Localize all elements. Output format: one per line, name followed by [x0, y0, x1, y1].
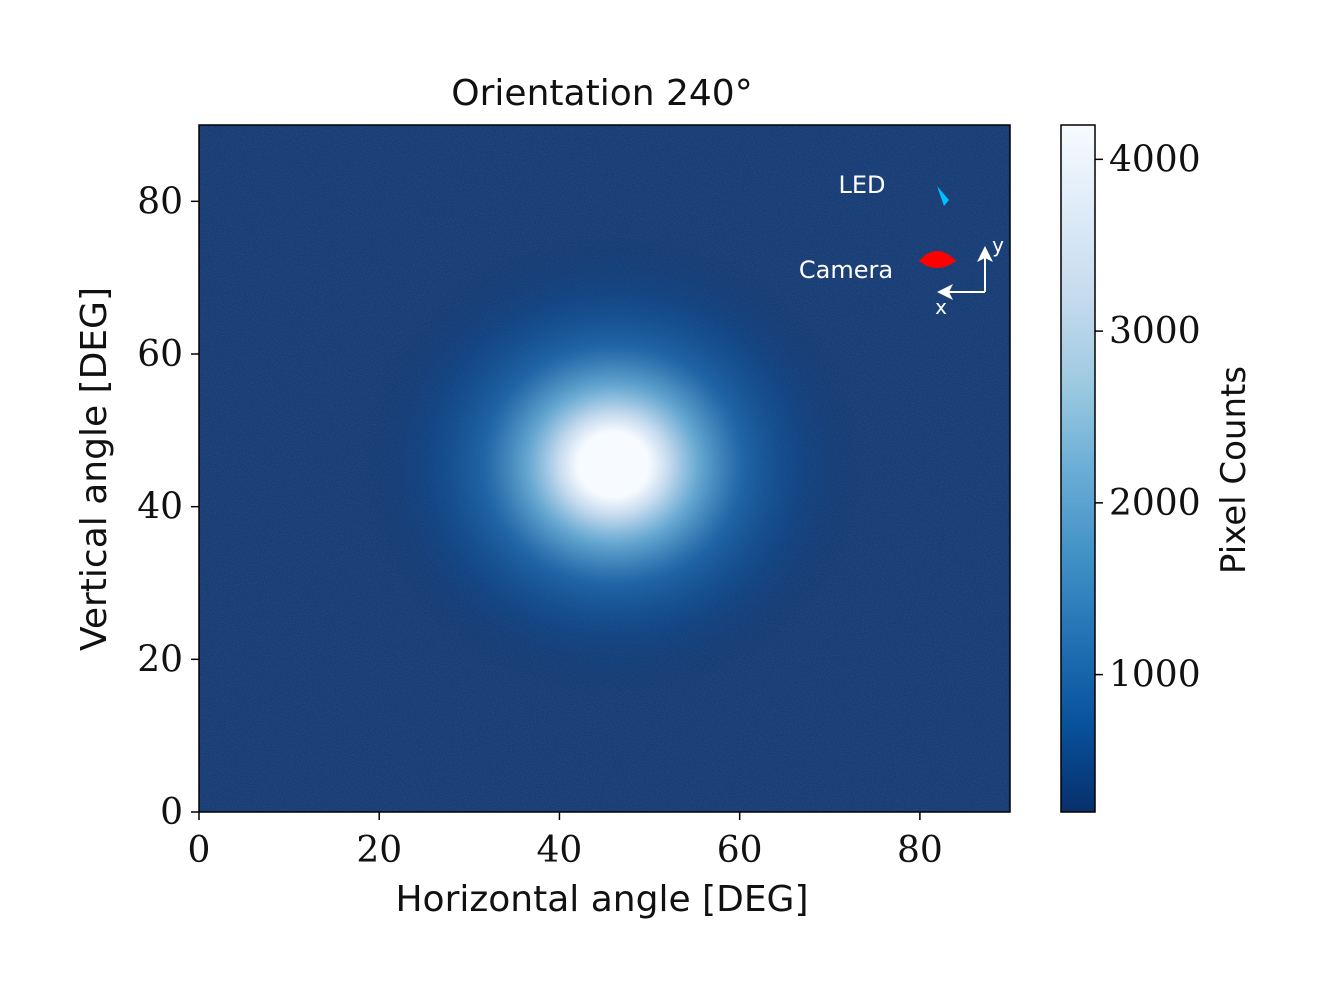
colorbar: 1000 2000 3000 4000 Pixel Counts — [1060, 124, 1254, 813]
y-axis-ticks: 0 20 40 60 80 — [137, 181, 199, 833]
led-label: LED — [838, 171, 885, 199]
x-tick-label: 80 — [897, 830, 943, 871]
colorbar-tick-label: 4000 — [1109, 139, 1201, 180]
led-icon — [937, 186, 949, 206]
x-tick-label: 20 — [356, 830, 402, 871]
colorbar-tick-label: 2000 — [1109, 483, 1201, 524]
axis-x-label: x — [935, 295, 947, 319]
colorbar-label: Pixel Counts — [1214, 366, 1254, 574]
colorbar-ticks: 1000 2000 3000 4000 — [1095, 139, 1201, 696]
x-tick-label: 60 — [717, 830, 763, 871]
chart-title: Orientation 240° — [451, 73, 752, 114]
orientation-inset: LED Camera y x — [799, 171, 1004, 319]
y-tick-label: 60 — [137, 334, 183, 375]
plot-frame — [198, 124, 1011, 813]
y-tick-label: 40 — [137, 487, 183, 528]
camera-icon — [919, 251, 956, 268]
plot-area — [198, 124, 1011, 813]
x-axis-ticks: 0 20 40 60 80 — [188, 812, 943, 871]
x-tick-label: 0 — [188, 830, 211, 871]
heatmap-hotspot — [363, 234, 864, 695]
x-tick-label: 40 — [537, 830, 583, 871]
y-tick-label: 20 — [137, 639, 183, 680]
colorbar-gradient — [1060, 124, 1096, 813]
y-axis-label: Vertical angle [DEG] — [74, 287, 115, 651]
y-tick-label: 80 — [137, 181, 183, 222]
camera-label: Camera — [799, 256, 893, 284]
x-axis-label: Horizontal angle [DEG] — [395, 879, 808, 920]
axis-y-label: y — [992, 233, 1004, 257]
colorbar-tick-label: 1000 — [1109, 655, 1201, 696]
y-tick-label: 0 — [160, 792, 183, 833]
colorbar-tick-label: 3000 — [1109, 311, 1201, 352]
